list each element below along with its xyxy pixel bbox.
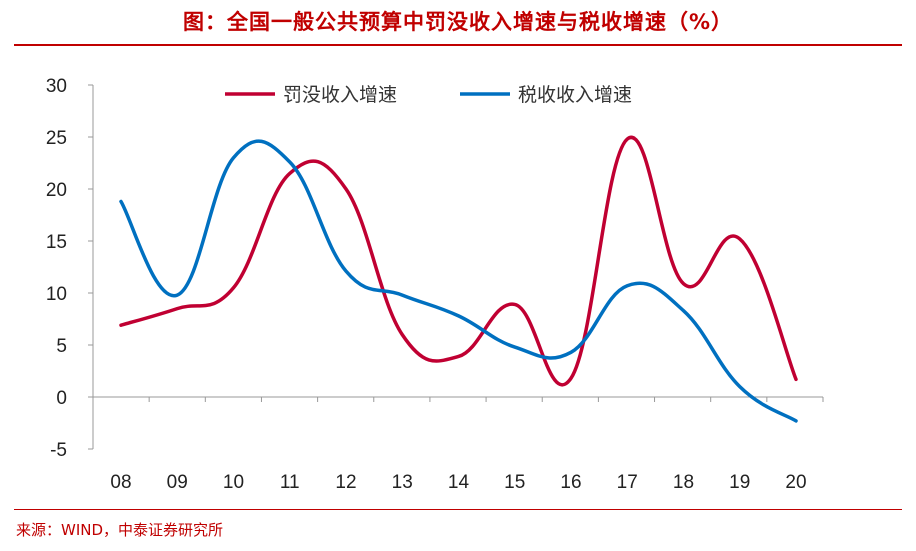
x-tick-label: 20 [785, 472, 806, 493]
y-tick-label: -5 [50, 440, 67, 461]
series-line-tax [119, 139, 798, 423]
title-rule [14, 44, 902, 46]
title-bar: 图：全国一般公共预算中罚没收入增速与税收增速（%） [0, 0, 916, 46]
x-tick-label: 19 [729, 472, 750, 493]
legend-label: 罚没收入增速 [283, 84, 397, 106]
x-tick-label: 18 [673, 472, 694, 493]
y-tick-label: 0 [56, 388, 67, 409]
legend: 罚没收入增速 税收收入增速 [225, 84, 632, 106]
x-axis-labels: 08 09 10 11 12 13 14 15 16 17 18 19 20 [110, 472, 806, 493]
y-axis-labels: 30 25 20 15 10 5 0 -5 [46, 76, 67, 461]
y-tick-label: 5 [56, 336, 67, 357]
series-lines [119, 135, 798, 423]
x-tick-label: 09 [167, 472, 188, 493]
x-tick-label: 15 [504, 472, 525, 493]
x-tick-label: 16 [560, 472, 581, 493]
source-rule [14, 509, 902, 510]
series-line-fines [119, 135, 798, 387]
axes [88, 84, 824, 450]
x-tick-label: 17 [617, 472, 638, 493]
x-tick-label: 08 [110, 472, 131, 493]
legend-label: 税收收入增速 [518, 84, 632, 106]
x-tick-label: 12 [335, 472, 356, 493]
x-tick-label: 10 [223, 472, 244, 493]
y-tick-label: 30 [46, 76, 67, 97]
x-tick-label: 14 [448, 472, 470, 493]
x-tick-label: 13 [392, 472, 413, 493]
y-tick-label: 20 [46, 180, 67, 201]
y-tick-label: 15 [46, 232, 67, 253]
source-note: 来源：WIND，中泰证券研究所 [16, 521, 224, 539]
chart-title: 图：全国一般公共预算中罚没收入增速与税收增速（%） [182, 10, 734, 34]
y-tick-label: 10 [46, 284, 67, 305]
y-tick-label: 25 [46, 128, 67, 149]
x-tick-label: 11 [280, 472, 300, 493]
